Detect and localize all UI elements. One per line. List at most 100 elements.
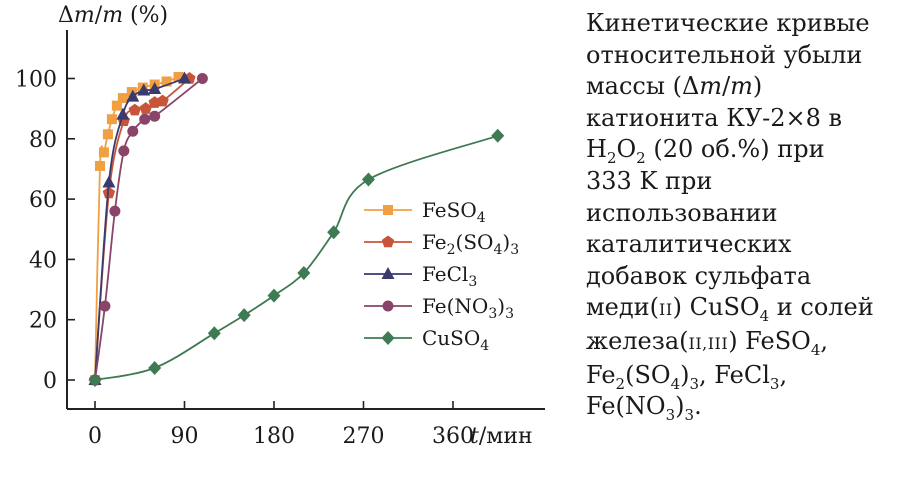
caption-text: ) — [675, 392, 685, 421]
caption-line: массы (Δm/m) — [586, 71, 896, 103]
legend-label: Fe(NO3)3 — [422, 294, 514, 322]
data-point — [99, 300, 111, 312]
data-point — [267, 288, 281, 303]
y-tick-label: 20 — [29, 309, 57, 334]
caption-line: катионита КУ-2×8 в — [586, 103, 843, 132]
data-point — [88, 373, 102, 387]
caption-text: / — [722, 72, 731, 101]
data-point — [491, 128, 505, 143]
caption-text: , — [779, 360, 788, 389]
x-tick-label: 270 — [342, 424, 384, 449]
caption-text: (20 об.%) при — [645, 135, 825, 164]
caption-smallcaps: II — [659, 300, 673, 320]
data-point — [106, 114, 117, 125]
caption-line: 333 K при — [586, 166, 713, 195]
caption-text: (SO — [625, 360, 671, 389]
x-tick-label: 360 — [432, 424, 474, 449]
data-point — [361, 172, 375, 187]
data-point — [127, 125, 139, 137]
x-axis-title: t/мин — [470, 424, 533, 449]
caption-text: , — [820, 326, 829, 355]
legend-swatch-marker — [381, 331, 395, 345]
caption-text: ) — [680, 360, 690, 389]
data-point — [297, 265, 311, 280]
caption-text: Fe — [586, 360, 616, 389]
legend-swatch-marker — [382, 300, 394, 312]
caption-line: меди(II) CuSO4 и солей — [586, 292, 896, 326]
legend-entry-2: FeCl3 — [364, 262, 477, 290]
caption-text: ) — [752, 72, 763, 101]
caption-sub: 2 — [606, 149, 617, 168]
data-point — [148, 82, 162, 95]
caption-line: H2O2 (20 об.%) при — [586, 134, 896, 166]
data-point — [126, 89, 140, 102]
caption-sub: 3 — [684, 405, 695, 424]
caption-sub: 3 — [665, 405, 676, 424]
caption-text: массы (Δ — [586, 72, 700, 101]
data-point — [327, 225, 341, 240]
series-0 — [90, 71, 184, 385]
legend-label: FeSO4 — [422, 198, 486, 226]
y-axis-title: Δm/m (%) — [58, 3, 168, 28]
caption-text: m — [699, 72, 723, 101]
data-point — [118, 145, 130, 157]
data-point — [177, 71, 191, 84]
data-point — [173, 71, 184, 82]
caption-sub: 3 — [689, 374, 700, 393]
series-2 — [88, 71, 191, 385]
x-tick-label: 90 — [170, 424, 198, 449]
data-point — [116, 107, 130, 120]
data-point — [94, 160, 105, 171]
data-point — [149, 110, 161, 122]
caption-text: меди( — [586, 293, 660, 322]
data-point — [139, 102, 152, 114]
caption-line: железа(II,III) FeSO4, — [586, 326, 896, 360]
data-point — [128, 103, 141, 116]
legend-entry-4: CuSO4 — [364, 326, 489, 354]
caption-sub: 4 — [670, 374, 681, 393]
caption-line: каталитических — [586, 230, 792, 259]
data-point — [139, 113, 151, 125]
x-tick-label: 0 — [88, 424, 102, 449]
caption-line: относительной убыли — [586, 40, 863, 69]
data-point — [111, 100, 122, 111]
caption-line: использовании — [586, 198, 778, 227]
chart-axes: 0 20 40 60 80 100 0 90 180 270 360 Δm/m (%) t/мин — [15, 3, 545, 449]
data-point — [156, 94, 169, 107]
caption-line: Кинетические кривые — [586, 9, 870, 37]
caption-sub: 4 — [810, 340, 821, 359]
caption-line: Fe2(SO4)3, FeCl3, — [586, 360, 896, 392]
chart-series — [88, 71, 505, 387]
chart-legend: FeSO4 Fe2(SO4)3 FeCl3 Fe(NO3)3 CuSO4 — [364, 198, 519, 354]
data-point — [102, 186, 116, 199]
data-point — [161, 76, 172, 87]
data-point — [117, 93, 128, 104]
legend-entry-3: Fe(NO3)3 — [364, 294, 514, 322]
x-tick-label: 180 — [253, 424, 295, 449]
data-point — [102, 175, 116, 188]
caption-text: . — [694, 392, 702, 421]
legend-swatch-marker — [383, 205, 393, 215]
legend-entry-0: FeSO4 — [364, 198, 486, 226]
legend-label: CuSO4 — [422, 326, 489, 354]
caption-text: , FeCl — [699, 360, 770, 389]
legend-label: Fe2(SO4)3 — [422, 230, 519, 258]
legend-label: FeCl3 — [422, 262, 477, 290]
caption-line: Fe(NO3)3. — [586, 391, 896, 423]
y-tick-label: 60 — [29, 188, 57, 213]
caption-text: и солей — [769, 293, 874, 322]
data-point — [109, 205, 121, 217]
legend-entry-1: Fe2(SO4)3 — [364, 230, 519, 258]
data-point — [137, 83, 151, 96]
kinetic-chart: 0 20 40 60 80 100 0 90 180 270 360 Δm/m (%) t/мин Fe… — [15, 3, 545, 449]
caption-text: O — [616, 135, 637, 164]
caption-text: железа( — [586, 326, 689, 355]
data-point — [102, 129, 113, 140]
caption-sub: 4 — [759, 307, 770, 326]
caption-line: добавок сульфата — [586, 261, 812, 290]
y-tick-label: 0 — [43, 369, 57, 394]
y-tick-label: 40 — [29, 248, 57, 273]
data-point — [196, 73, 208, 84]
caption-text: m — [730, 72, 753, 101]
caption-sub: 2 — [636, 149, 646, 168]
